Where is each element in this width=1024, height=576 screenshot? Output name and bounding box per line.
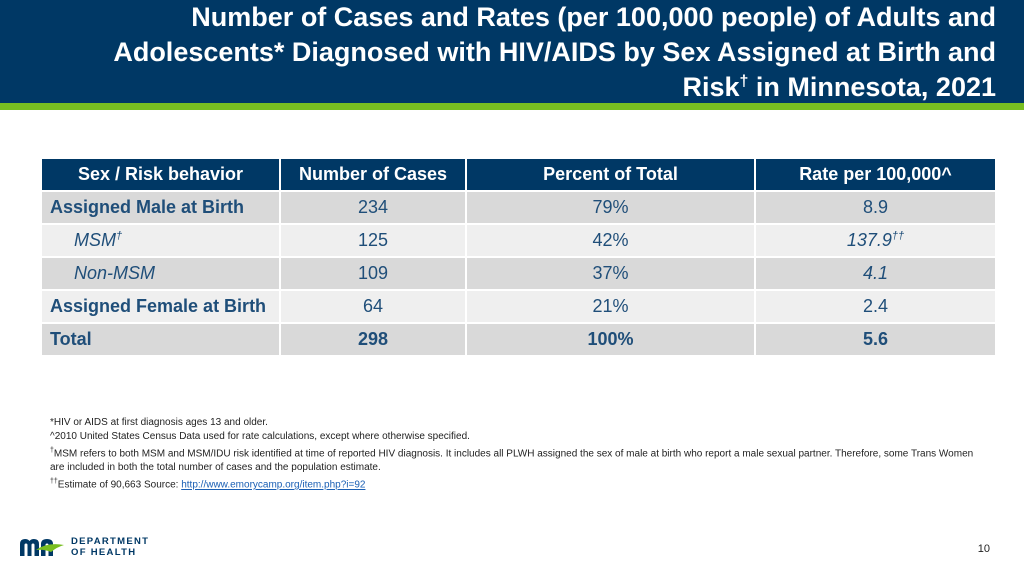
footnote-estimate: ††Estimate of 90,663 Source: http://www.…	[50, 478, 366, 491]
dagger-mark: †	[116, 230, 123, 242]
percent-cell: 42%	[467, 225, 754, 256]
rate-cell: 8.9	[756, 192, 995, 223]
col-header-percent-of-total: Percent of Total	[467, 159, 754, 190]
hiv-cases-table: Sex / Risk behavior Number of Cases Perc…	[40, 157, 997, 357]
page-number: 10	[977, 543, 990, 555]
cases-cell: 234	[281, 192, 465, 223]
table-row: MSM† 125 42% 137.9††	[42, 225, 995, 256]
footnote-age: *HIV or AIDS at first diagnosis ages 13 …	[50, 417, 268, 428]
title-line-1: Number of Cases and Rates (per 100,000 p…	[191, 2, 996, 32]
cases-cell: 298	[281, 324, 465, 355]
double-dagger-mark: ††	[891, 230, 905, 242]
row-label: Non-MSM	[42, 258, 279, 289]
source-link[interactable]: http://www.emorycamp.org/item.php?i=92	[181, 479, 366, 491]
title-dagger: †	[739, 73, 749, 90]
logo-text: DEPARTMENT OF HEALTH	[71, 536, 150, 558]
row-label: Assigned Female at Birth	[42, 291, 279, 322]
rate-cell: 5.6	[756, 324, 995, 355]
minnesota-mn-logo-icon	[20, 539, 64, 556]
percent-cell: 100%	[467, 324, 754, 355]
row-label: Assigned Male at Birth	[42, 192, 279, 223]
table-row: Assigned Male at Birth 234 79% 8.9	[42, 192, 995, 223]
row-label: MSM†	[42, 225, 279, 256]
title-line-3: Risk	[682, 72, 740, 102]
header-banner	[0, 0, 1024, 103]
cases-cell: 109	[281, 258, 465, 289]
footnote-census: ^2010 United States Census Data used for…	[50, 431, 470, 442]
rate-cell: 137.9††	[756, 225, 995, 256]
slide-title: Number of Cases and Rates (per 100,000 p…	[16, 0, 996, 105]
title-line-2: Adolescents* Diagnosed with HIV/AIDS by …	[113, 37, 996, 67]
table-header-row: Sex / Risk behavior Number of Cases Perc…	[42, 159, 995, 190]
table-row: Non-MSM 109 37% 4.1	[42, 258, 995, 289]
footnote-msm: †MSM refers to both MSM and MSM/IDU risk…	[50, 447, 974, 474]
table-row-total: Total 298 100% 5.6	[42, 324, 995, 355]
footnotes: *HIV or AIDS at first diagnosis ages 13 …	[50, 416, 990, 493]
header-accent-stripe	[0, 103, 1024, 110]
col-header-number-of-cases: Number of Cases	[281, 159, 465, 190]
cases-cell: 64	[281, 291, 465, 322]
row-label: Total	[42, 324, 279, 355]
col-header-sex-risk: Sex / Risk behavior	[42, 159, 279, 190]
rate-cell: 4.1	[756, 258, 995, 289]
col-header-rate: Rate per 100,000^	[756, 159, 995, 190]
percent-cell: 79%	[467, 192, 754, 223]
table-row: Assigned Female at Birth 64 21% 2.4	[42, 291, 995, 322]
mdh-logo: DEPARTMENT OF HEALTH	[19, 536, 159, 560]
cases-cell: 125	[281, 225, 465, 256]
title-line-3-end: in Minnesota, 2021	[748, 72, 996, 102]
rate-cell: 2.4	[756, 291, 995, 322]
percent-cell: 21%	[467, 291, 754, 322]
percent-cell: 37%	[467, 258, 754, 289]
